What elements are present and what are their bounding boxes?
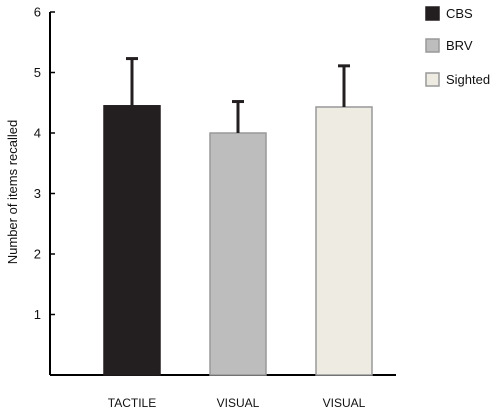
x-tick-label: TACTILE (108, 396, 156, 410)
legend-swatch-brv (425, 38, 440, 53)
bar-2 (209, 132, 267, 376)
y-tick-label: 5 (34, 65, 41, 80)
x-tick-label: VISUAL (323, 396, 366, 410)
y-tick-label: 4 (34, 126, 41, 141)
y-axis-title: Number of items recalled (5, 120, 20, 265)
legend-label: Sighted (446, 72, 490, 87)
error-bars (126, 57, 350, 133)
y-tick-label: 6 (34, 5, 41, 20)
legend-label: BRV (446, 38, 473, 53)
bar-3 (315, 106, 373, 376)
legend-swatch-cbs (425, 6, 440, 21)
y-tick-label: 2 (34, 247, 41, 262)
legend-swatch-sighted (425, 72, 440, 87)
legend: CBS BRV Sighted (425, 6, 490, 87)
y-tick-label: 3 (34, 186, 41, 201)
bars (103, 105, 373, 376)
x-labels: TACTILE VISUAL VISUAL (108, 396, 366, 410)
y-ticks: 1 2 3 4 5 6 (34, 5, 55, 322)
legend-label: CBS (446, 6, 473, 21)
y-tick-label: 1 (34, 307, 41, 322)
x-tick-label: VISUAL (217, 396, 260, 410)
bar-1 (103, 105, 161, 376)
